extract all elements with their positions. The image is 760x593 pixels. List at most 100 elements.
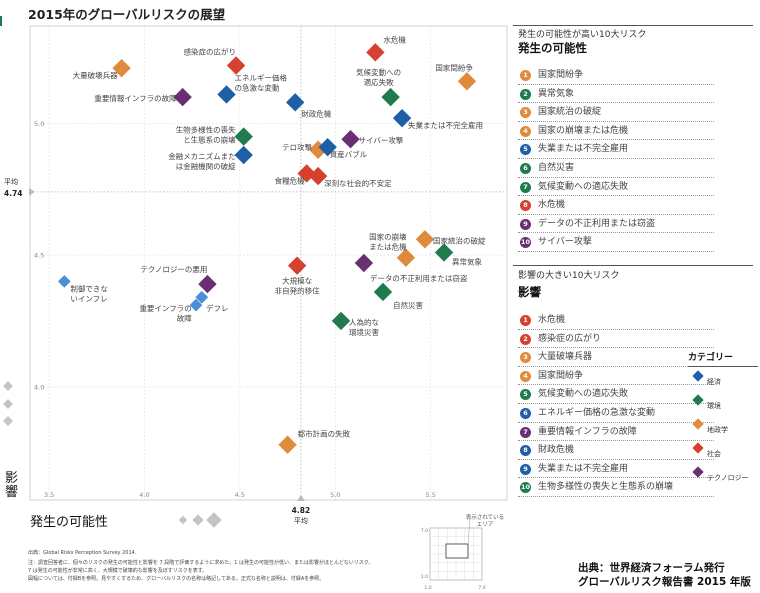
impact-risk-item: 2 感染症の広がり — [518, 330, 714, 349]
likelihood-risk-item-label: 失業または不完全雇用 — [538, 144, 629, 155]
risk-point-label: デフレ — [206, 303, 229, 313]
footnote-notes: 注：調査回答者に、個々のリスクの発生の可能性と影響を 7 段階で評価するように求… — [28, 559, 373, 583]
inset-tick-label: 1.0 — [421, 574, 428, 580]
footnote-line-4: 図幅については、付録Bを参照。見やすくするため、グローバルリスクの名称は略記して… — [28, 576, 325, 582]
category-label: 経済 — [707, 378, 721, 386]
likelihood-risk-rank-badge: 6 — [520, 162, 531, 174]
source-line-1: 出典：世界経済フォーラム発行 — [578, 562, 725, 574]
inset-tick-label: 1.0 — [424, 585, 431, 591]
risk-point — [308, 166, 328, 186]
category-legend-item: テクノロジー — [688, 466, 758, 490]
risk-point-label: 非自発的移住 — [275, 286, 320, 296]
likelihood-risk-rank-badge: 4 — [520, 125, 531, 137]
average-y-value: 4.74 — [4, 189, 23, 198]
risk-point-label: 資産バブル — [330, 149, 368, 159]
category-swatch — [692, 370, 704, 382]
risk-point-label: 故障 — [177, 313, 192, 323]
risk-point-label: と生態系の崩壊 — [183, 135, 236, 145]
impact-panel-rule — [513, 265, 753, 266]
category-swatch — [692, 394, 704, 406]
likelihood-risk-item-label: 国家間紛争 — [538, 70, 584, 80]
page-title: 2015年のグローバルリスクの展望 — [28, 7, 226, 22]
likelihood-risk-item-label: 気候変動への適応失敗 — [538, 181, 629, 192]
x-tick-label: 3.5 — [44, 491, 54, 499]
impact-risk-item-label: 生物多様性の喪失と生態系の崩壊 — [538, 482, 674, 493]
risk-point — [366, 43, 385, 62]
risk-point — [392, 108, 412, 128]
impact-risk-item-label: 財政危機 — [538, 445, 575, 456]
impact-risk-item-label: 気候変動への適応失敗 — [538, 389, 629, 400]
category-legend: カテゴリー 経済 環境 地政学 社会 テクノロジー — [688, 350, 758, 490]
impact-risk-item: 6 エネルギー価格の急激な変動 — [518, 404, 714, 423]
inset-tick-label: 7.0 — [478, 585, 485, 591]
risk-point-label: 水危機 — [383, 34, 406, 44]
risk-point-label: 適応失敗 — [364, 77, 394, 87]
likelihood-risk-rank-badge: 2 — [520, 88, 531, 100]
impact-panel-subtitle: 影響の大きい10大リスク — [518, 271, 620, 281]
risk-point-label: は金融機関の破綻 — [176, 161, 236, 171]
plot-area — [29, 25, 508, 501]
impact-risk-rank-badge: 4 — [520, 370, 531, 382]
y-axis-scale-glyph — [3, 381, 13, 391]
likelihood-risk-item-label: 異常気象 — [538, 88, 575, 99]
inset-leader-line — [467, 517, 471, 545]
risk-point-label: 生物多様性の喪失 — [176, 125, 236, 135]
impact-risk-item: 3 大量破壊兵器 — [518, 348, 714, 367]
likelihood-risk-item: 6 自然災害 — [518, 159, 714, 178]
category-swatch — [692, 442, 704, 454]
risk-point-label: エネルギー価格 — [235, 72, 288, 82]
risk-point — [57, 275, 71, 288]
average-y-marker — [29, 187, 35, 196]
risk-point-label: 国家の崩壊 — [369, 232, 407, 242]
x-axis-scale-glyph — [206, 512, 222, 528]
impact-risk-item: 8 財政危機 — [518, 441, 714, 460]
likelihood-panel-heading: 発生の可能性 — [518, 41, 587, 55]
risk-point-label: 都市計画の失敗 — [298, 429, 351, 439]
category-label: 地政学 — [707, 426, 728, 434]
x-axis-title: 発生の可能性 — [30, 515, 108, 530]
impact-risk-item-label: 国家間紛争 — [538, 370, 584, 381]
risk-point-label: 感染症の広がり — [184, 47, 237, 57]
footnote-line-2: 注：調査回答者に、個々のリスクの発生の可能性と影響を 7 段階で評価するように求… — [28, 560, 374, 566]
likelihood-panel-rule — [513, 25, 753, 26]
risk-point — [354, 253, 374, 273]
impact-risk-item: 4 国家間紛争 — [518, 367, 714, 386]
x-tick-label: 4.0 — [139, 491, 149, 499]
category-label: 環境 — [707, 402, 721, 410]
impact-risk-item: 10 生物多様性の喪失と生態系の崩壊 — [518, 478, 714, 497]
likelihood-risk-item: 5 失業または不完全雇用 — [518, 140, 714, 159]
likelihood-risk-item: 4 国家の崩壊または危機 — [518, 122, 714, 141]
risk-point-label: テクノロジーの悪用 — [140, 265, 207, 274]
category-swatch — [692, 466, 704, 478]
likelihood-risk-item: 7 気候変動への適応失敗 — [518, 178, 714, 197]
risk-point-label: 深刻な社会的不安定 — [324, 178, 392, 188]
risk-point — [457, 72, 477, 91]
risk-point-label: 失業または不完全雇用 — [408, 120, 483, 130]
risk-point-label: 環境災害 — [349, 327, 379, 337]
category-label: 社会 — [707, 450, 721, 458]
risk-point-label: 大規模な — [282, 276, 312, 286]
likelihood-risk-item: 1 国家間紛争 — [518, 66, 714, 85]
likelihood-risk-rank-badge: 9 — [520, 218, 531, 230]
risk-point-label: 国家間紛争 — [435, 62, 473, 72]
risk-point — [278, 435, 297, 454]
risk-point — [189, 298, 203, 312]
x-axis-scale-glyph — [178, 515, 188, 525]
average-x-value: 4.82 — [292, 506, 311, 515]
likelihood-risk-item-label: サイバー攻撃 — [538, 237, 592, 248]
average-y-caption: 平均 — [4, 177, 18, 186]
likelihood-risk-item: 2 異常気象 — [518, 85, 714, 104]
risk-point-label: 重要情報インフラの故障 — [94, 93, 177, 103]
source-credit: 出典：世界経済フォーラム発行 グローバルリスク報告書 2015 年版 — [578, 561, 751, 589]
likelihood-risk-rank-badge: 5 — [520, 144, 531, 156]
risk-point — [434, 243, 454, 262]
inset-shown-area-label: エリア — [477, 521, 494, 528]
risk-point-label: 財政危機 — [301, 108, 331, 118]
source-line-2: グローバルリスク報告書 2015 年版 — [578, 576, 751, 588]
risk-point — [341, 130, 360, 149]
impact-risk-item-label: 重要情報インフラの故障 — [538, 426, 637, 437]
category-label: テクノロジー — [707, 474, 749, 482]
footnote-source: 出典：Global Risks Perception Survey 2014. — [28, 550, 137, 556]
inset-shown-area — [445, 543, 469, 559]
risk-point — [286, 93, 305, 112]
